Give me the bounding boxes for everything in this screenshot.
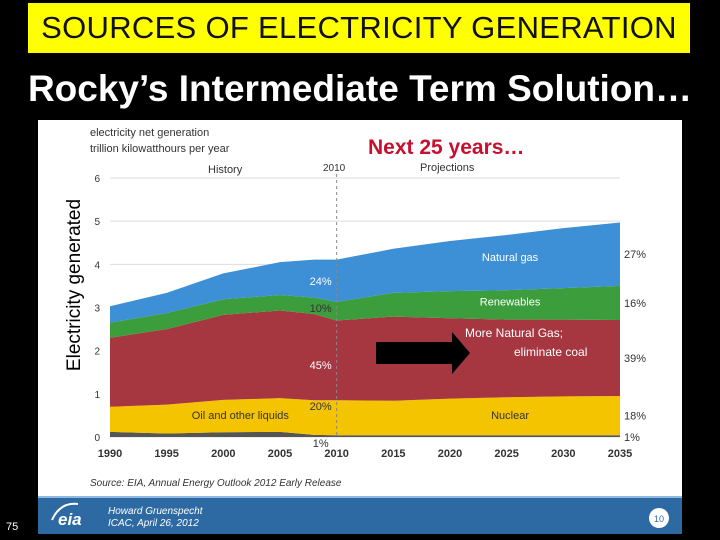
x-tick-2020: 2020 bbox=[438, 448, 462, 460]
share-2035-oil-and-other-liquids: 1% bbox=[624, 432, 640, 444]
chart-header-line2: trillion kilowatthours per year bbox=[90, 143, 230, 155]
x-tick-2000: 2000 bbox=[211, 448, 235, 460]
y-tick-6: 6 bbox=[94, 174, 100, 185]
share-2010-natural-gas: 24% bbox=[310, 276, 332, 288]
area-oil-and-other-liquids bbox=[110, 431, 620, 437]
share-2010-renewables: 10% bbox=[310, 303, 332, 315]
share-2010-nuclear: 20% bbox=[310, 401, 332, 413]
series-labels: 24% 10% 45% 20% 1% 27% 16% 39% 18% 1% Natural gas R… bbox=[192, 249, 647, 450]
x-tick-1990: 1990 bbox=[98, 448, 122, 460]
presenter-name: Howard Gruenspecht bbox=[108, 506, 204, 517]
eia-logo: eia bbox=[51, 502, 82, 529]
y-axis-label: Electricity generated bbox=[44, 150, 106, 420]
banner-title: SOURCES OF ELECTRICITY GENERATION bbox=[41, 10, 677, 45]
share-2010-coal: 45% bbox=[310, 360, 332, 372]
share-2010-oil-and-other-liquids: 1% bbox=[313, 438, 329, 450]
x-tick-2025: 2025 bbox=[494, 448, 518, 460]
series-label-natural-gas: Natural gas bbox=[482, 252, 539, 264]
chart-header-line1: electricity net generation bbox=[90, 127, 209, 139]
series-label-renewables: Renewables bbox=[480, 296, 541, 308]
series-label-nuclear: Nuclear bbox=[491, 410, 529, 422]
x-tick-2035: 2035 bbox=[608, 448, 632, 460]
slide-number: 10 bbox=[654, 514, 664, 524]
y-tick-1: 1 bbox=[94, 390, 100, 401]
area-coal bbox=[110, 310, 620, 407]
title-banner: SOURCES OF ELECTRICITY GENERATION bbox=[28, 3, 690, 53]
y-tick-2: 2 bbox=[94, 347, 100, 358]
page-number: 75 bbox=[6, 521, 19, 533]
x-tick-2005: 2005 bbox=[268, 448, 292, 460]
generation-chart: electricity net generation trillion kilo… bbox=[38, 127, 682, 534]
y-axis-label-text: Electricity generated bbox=[64, 198, 85, 372]
slide-number-badge bbox=[649, 508, 669, 528]
x-tick-2015: 2015 bbox=[381, 448, 405, 460]
annotation-line2: eliminate coal bbox=[514, 345, 587, 359]
footer-bar bbox=[38, 498, 682, 534]
chart-areas bbox=[110, 222, 620, 437]
y-tick-0: 0 bbox=[94, 433, 100, 444]
share-2035-nuclear: 18% bbox=[624, 411, 646, 423]
share-2035-natural-gas: 27% bbox=[624, 249, 646, 261]
area-renewables bbox=[110, 285, 620, 338]
annotation-arrow bbox=[376, 332, 470, 374]
history-label: History bbox=[208, 164, 243, 176]
x-axis-ticks: 1990 1995 2000 2005 2010 2015 2020 2025 2030 2035 bbox=[98, 448, 632, 460]
footer-accent bbox=[38, 496, 682, 498]
x-tick-1995: 1995 bbox=[154, 448, 178, 460]
y-axis-ticks: 0 1 2 3 4 5 6 bbox=[94, 174, 100, 444]
x-tick-2010: 2010 bbox=[324, 448, 348, 460]
year-marker-label: 2010 bbox=[323, 163, 346, 174]
logo-text: eia bbox=[58, 510, 82, 529]
y-tick-3: 3 bbox=[94, 304, 100, 315]
x-tick-2030: 2030 bbox=[551, 448, 575, 460]
share-2035-coal: 39% bbox=[624, 353, 646, 365]
area-natural-gas bbox=[110, 222, 620, 323]
share-2035-renewables: 16% bbox=[624, 298, 646, 310]
projections-label: Projections bbox=[420, 162, 475, 174]
slide-subtitle: Rocky’s Intermediate Term Solution… bbox=[27, 68, 693, 109]
source-note: Source: EIA, Annual Energy Outlook 2012 … bbox=[90, 478, 342, 489]
y-tick-4: 4 bbox=[94, 260, 100, 271]
presenter-event: ICAC, April 26, 2012 bbox=[108, 518, 199, 529]
next-years-label: Next 25 years… bbox=[368, 136, 524, 159]
series-label-oil: Oil and other liquids bbox=[192, 410, 290, 422]
annotation-line1: More Natural Gas; bbox=[465, 326, 563, 340]
area-nuclear bbox=[110, 395, 620, 436]
chart-panel: electricity net generation trillion kilo… bbox=[38, 120, 682, 534]
y-tick-5: 5 bbox=[94, 217, 100, 228]
